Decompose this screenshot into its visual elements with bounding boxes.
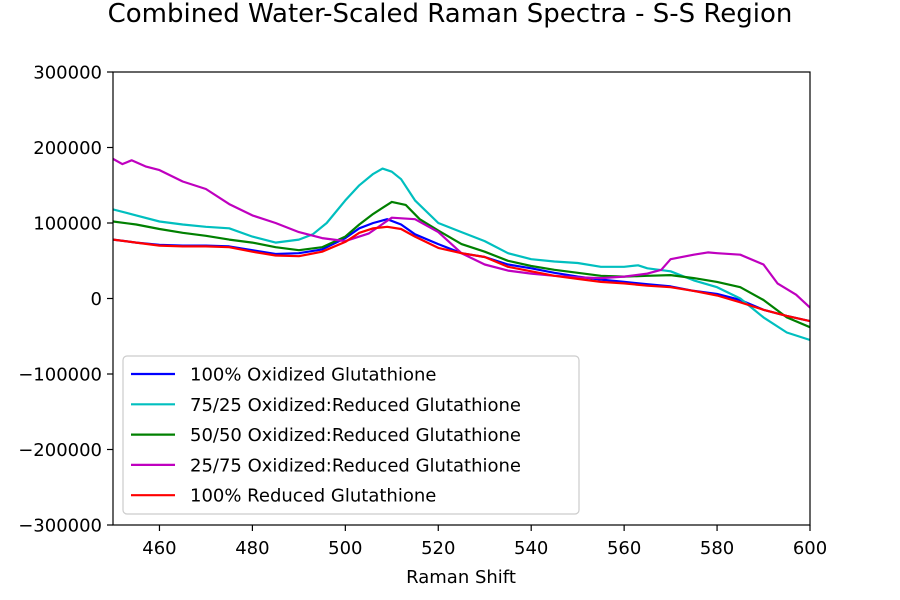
legend-label: 100% Reduced Glutathione — [190, 486, 436, 507]
x-axis: 460 480 500 520 540 560 580 600 — [142, 525, 827, 559]
legend-label: 25/75 Oxidized:Reduced Glutathione — [190, 455, 521, 476]
legend-label: 75/25 Oxidized:Reduced Glutathione — [190, 395, 521, 416]
legend-label: 100% Oxidized Glutathione — [190, 365, 437, 386]
x-tick-label: 580 — [700, 538, 734, 559]
legend-box — [122, 355, 580, 515]
x-tick-label: 560 — [607, 538, 641, 559]
y-tick-label: −300000 — [18, 516, 102, 537]
series-line-3 — [113, 200, 810, 329]
y-tick-label: 0 — [91, 289, 102, 310]
x-tick-label: 520 — [421, 538, 455, 559]
y-tick-label: −200000 — [18, 440, 102, 461]
series-line-4 — [113, 157, 810, 309]
chart-title: Combined Water-Scaled Raman Spectra - S-… — [108, 0, 793, 29]
y-tick-label: 100000 — [33, 214, 102, 235]
series-line-1 — [113, 218, 810, 323]
series-line-5 — [113, 225, 810, 323]
y-tick-label: −100000 — [18, 365, 102, 386]
x-tick-label: 540 — [514, 538, 548, 559]
series-line-2 — [113, 167, 810, 342]
x-axis-label: Raman Shift — [406, 567, 516, 588]
x-tick-label: 460 — [142, 538, 176, 559]
y-tick-label: 200000 — [33, 138, 102, 159]
legend-label: 50/50 Oxidized:Reduced Glutathione — [190, 425, 521, 446]
x-tick-label: 480 — [235, 538, 269, 559]
y-axis: −300000 −200000 −100000 0 100000 200000 300000 — [18, 63, 113, 537]
x-tick-label: 500 — [328, 538, 362, 559]
y-tick-label: 300000 — [33, 63, 102, 84]
x-tick-label: 600 — [793, 538, 827, 559]
legend: 100% Oxidized Glutathione 75/25 Oxidized:… — [122, 355, 580, 515]
